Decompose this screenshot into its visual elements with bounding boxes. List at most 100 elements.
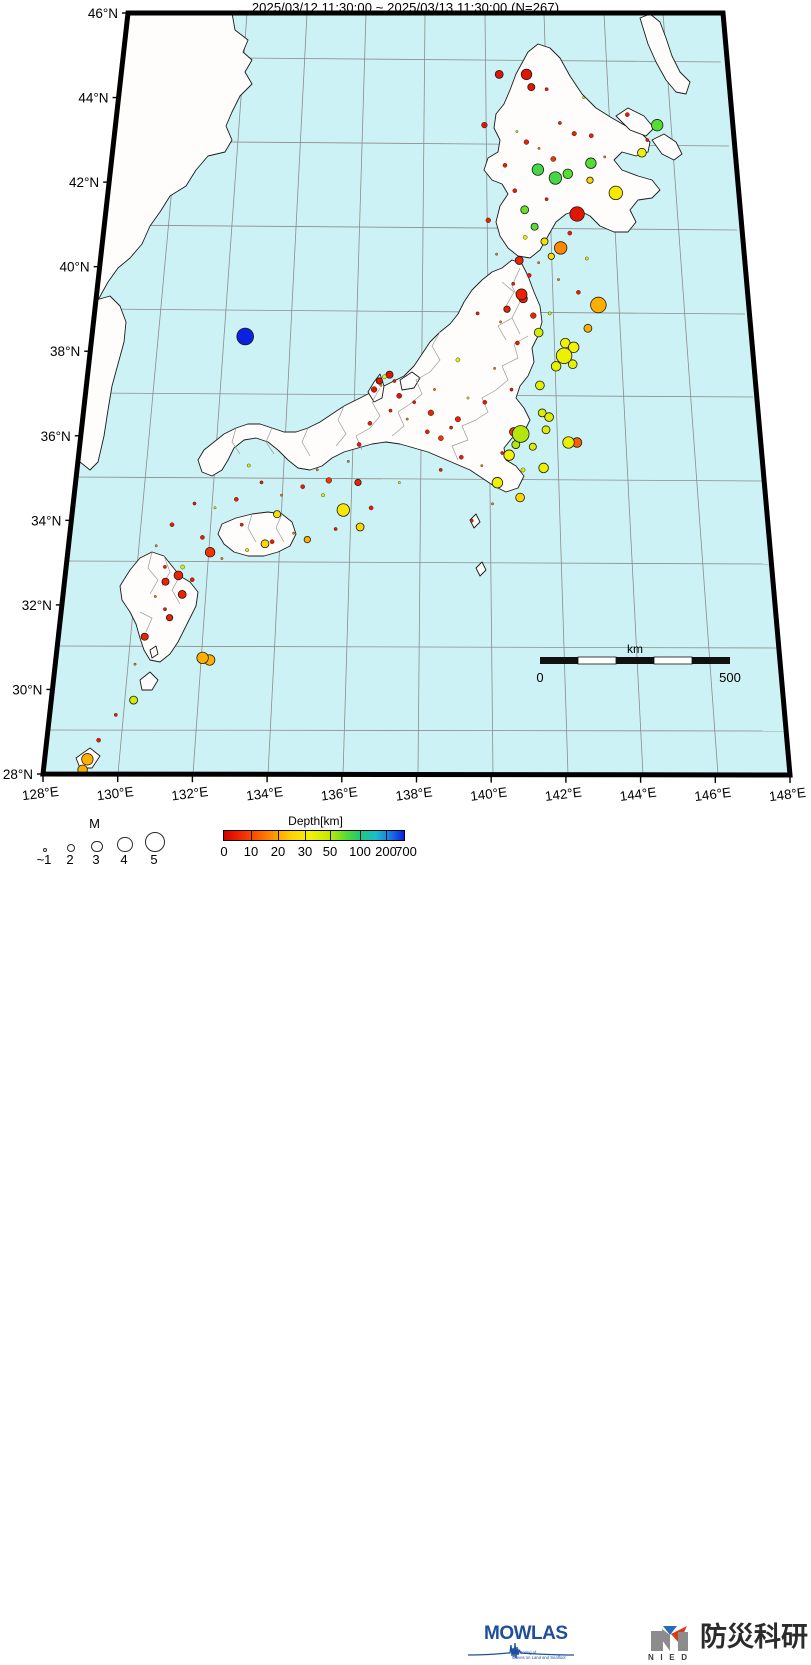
earthquake-marker[interactable] [584, 256, 589, 261]
earthquake-marker[interactable] [530, 312, 537, 319]
earthquake-marker[interactable] [500, 451, 505, 455]
earthquake-marker[interactable] [582, 96, 585, 100]
earthquake-marker[interactable] [239, 522, 244, 527]
earthquake-marker[interactable] [382, 374, 387, 380]
earthquake-marker[interactable] [292, 531, 295, 535]
earthquake-marker[interactable] [537, 408, 547, 418]
earthquake-marker[interactable] [544, 197, 549, 202]
earthquake-marker[interactable] [269, 539, 275, 545]
earthquake-marker[interactable] [273, 510, 282, 519]
earthquake-marker[interactable] [379, 383, 383, 387]
earthquake-marker[interactable] [590, 296, 607, 314]
earthquake-marker[interactable] [522, 234, 528, 240]
earthquake-marker[interactable] [396, 393, 402, 399]
earthquake-marker[interactable] [562, 168, 574, 180]
earthquake-marker[interactable] [514, 256, 524, 265]
earthquake-marker[interactable] [392, 379, 397, 383]
earthquake-marker[interactable] [527, 83, 536, 92]
earthquake-marker[interactable] [154, 544, 158, 548]
earthquake-marker[interactable] [346, 459, 350, 463]
earthquake-marker[interactable] [300, 484, 306, 490]
earthquake-marker[interactable] [503, 449, 515, 461]
earthquake-marker[interactable] [177, 590, 187, 599]
earthquake-marker[interactable] [533, 327, 544, 338]
earthquake-marker[interactable] [535, 380, 545, 391]
earthquake-marker[interactable] [515, 340, 520, 346]
earthquake-marker[interactable] [233, 496, 239, 502]
earthquake-marker[interactable] [537, 261, 540, 265]
earthquake-marker[interactable] [192, 501, 197, 506]
earthquake-marker[interactable] [140, 632, 149, 641]
earthquake-marker[interactable] [550, 156, 557, 162]
earthquake-marker[interactable] [544, 87, 549, 92]
earthquake-marker[interactable] [449, 425, 453, 430]
earthquake-marker[interactable] [204, 546, 216, 558]
earthquake-marker[interactable] [520, 68, 533, 81]
earthquake-marker[interactable] [81, 753, 94, 766]
earthquake-marker[interactable] [173, 570, 184, 581]
earthquake-marker[interactable] [499, 320, 502, 324]
earthquake-marker[interactable] [367, 420, 373, 426]
earthquake-marker[interactable] [558, 121, 562, 125]
earthquake-marker[interactable] [200, 535, 205, 540]
earthquake-marker[interactable] [544, 412, 554, 422]
earthquake-marker[interactable] [405, 417, 409, 421]
earthquake-marker[interactable] [554, 241, 568, 255]
earthquake-marker[interactable] [651, 119, 664, 132]
earthquake-marker[interactable] [189, 577, 195, 583]
earthquake-marker[interactable] [368, 505, 374, 511]
earthquake-marker[interactable] [480, 464, 484, 468]
earthquake-marker[interactable] [515, 130, 519, 133]
earthquake-marker[interactable] [531, 163, 545, 176]
earthquake-marker[interactable] [571, 131, 577, 137]
earthquake-marker[interactable] [433, 388, 436, 391]
earthquake-marker[interactable] [213, 506, 217, 510]
earthquake-marker[interactable] [469, 518, 474, 523]
earthquake-marker[interactable] [475, 311, 480, 316]
earthquake-marker[interactable] [455, 357, 461, 363]
earthquake-marker[interactable] [370, 386, 378, 393]
earthquake-marker[interactable] [424, 429, 430, 435]
earthquake-marker[interactable] [336, 503, 350, 517]
earthquake-marker[interactable] [588, 133, 594, 139]
seismicity-map[interactable]: km 0 500 28°N 30°N 32°N 34°N 36°N 38°N 40°N 42°… [0, 0, 811, 805]
earthquake-marker[interactable] [491, 477, 504, 489]
earthquake-marker[interactable] [481, 121, 488, 129]
earthquake-marker[interactable] [530, 222, 539, 231]
earthquake-marker[interactable] [548, 171, 563, 185]
earthquake-marker[interactable] [520, 467, 526, 473]
earthquake-marker[interactable] [280, 493, 283, 497]
earthquake-marker[interactable] [586, 176, 594, 184]
earthquake-marker[interactable] [259, 480, 264, 485]
earthquake-marker[interactable] [547, 311, 552, 316]
earthquake-marker[interactable] [541, 425, 551, 435]
earthquake-marker[interactable] [163, 565, 167, 569]
earthquake-marker[interactable] [509, 387, 514, 392]
earthquake-marker[interactable] [129, 695, 138, 705]
earthquake-marker[interactable] [482, 399, 488, 405]
earthquake-marker[interactable] [493, 366, 496, 370]
earthquake-marker[interactable] [485, 217, 491, 223]
earthquake-marker[interactable] [562, 436, 575, 449]
earthquake-marker[interactable] [133, 662, 137, 666]
earthquake-marker[interactable] [520, 205, 530, 215]
earthquake-marker[interactable] [113, 713, 118, 717]
earthquake-marker[interactable] [153, 595, 157, 598]
earthquake-marker[interactable] [385, 370, 394, 379]
mowlas-logo[interactable]: MOWLAS Monitoring of Waves on Land and S… [466, 1623, 578, 1665]
earthquake-marker[interactable] [576, 289, 581, 295]
earthquake-marker[interactable] [515, 492, 525, 503]
earthquake-marker[interactable] [526, 273, 532, 278]
earthquake-marker[interactable] [495, 252, 498, 256]
earthquake-marker[interactable] [511, 281, 516, 286]
earthquake-marker[interactable] [569, 206, 585, 222]
earthquake-marker[interactable] [165, 614, 174, 622]
earthquake-marker[interactable] [603, 155, 607, 159]
earthquake-marker[interactable] [196, 651, 209, 665]
earthquake-marker[interactable] [494, 70, 504, 79]
earthquake-marker[interactable] [333, 527, 338, 531]
earthquake-marker[interactable] [550, 361, 562, 372]
earthquake-marker[interactable] [75, 777, 77, 779]
earthquake-marker[interactable] [169, 522, 175, 528]
earthquake-marker[interactable] [555, 347, 573, 365]
